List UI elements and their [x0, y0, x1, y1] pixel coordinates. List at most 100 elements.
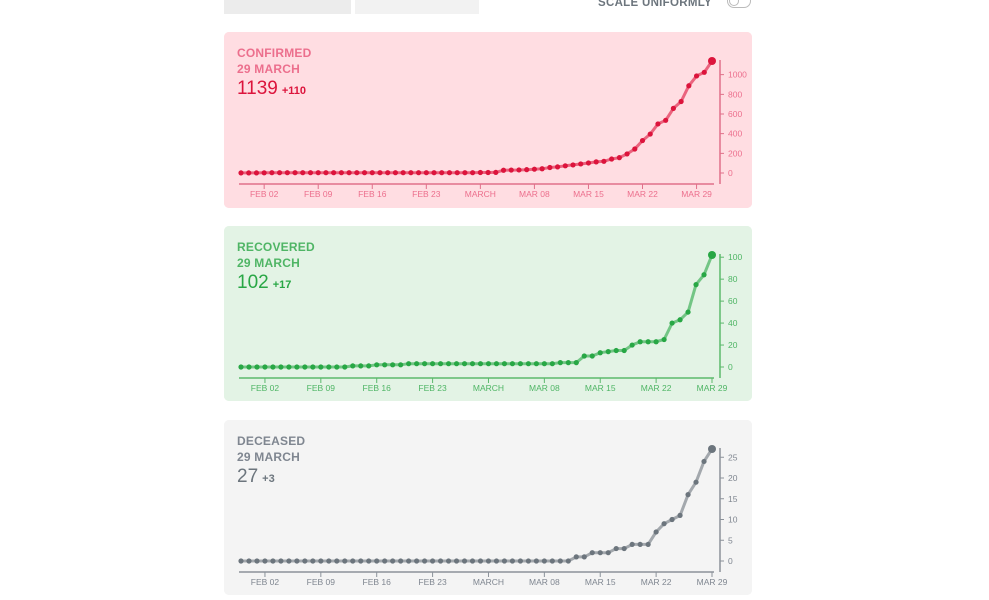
confirmed-data-point[interactable] [454, 170, 460, 176]
recovered-data-point[interactable] [246, 364, 252, 370]
deceased-data-point[interactable] [445, 558, 452, 564]
confirmed-data-point[interactable] [462, 170, 468, 176]
deceased-data-point[interactable] [669, 516, 675, 523]
recovered-data-point[interactable] [597, 350, 603, 356]
deceased-latest-point[interactable] [708, 445, 716, 453]
deceased-data-point[interactable] [517, 558, 524, 564]
recovered-data-point[interactable] [350, 363, 356, 369]
recovered-data-point[interactable] [685, 309, 691, 315]
deceased-data-point[interactable] [294, 558, 300, 564]
deceased-data-point[interactable] [581, 554, 587, 560]
recovered-data-point[interactable] [645, 339, 651, 345]
deceased-data-point[interactable] [429, 558, 436, 564]
recovered-data-point[interactable] [573, 360, 579, 366]
deceased-data-point[interactable] [605, 550, 611, 556]
recovered-data-point[interactable] [254, 364, 260, 370]
deceased-data-point[interactable] [350, 558, 356, 564]
deceased-data-point[interactable] [238, 558, 244, 564]
recovered-data-point[interactable] [557, 360, 563, 366]
recovered-data-point[interactable] [390, 362, 396, 368]
confirmed-data-point[interactable] [686, 83, 692, 89]
recovered-data-point[interactable] [286, 364, 292, 370]
recovered-data-point[interactable] [326, 364, 332, 370]
deceased-data-point[interactable] [493, 558, 500, 564]
confirmed-data-point[interactable] [246, 170, 252, 176]
confirmed-data-point[interactable] [531, 166, 538, 172]
deceased-data-point[interactable] [414, 558, 420, 564]
recovered-data-point[interactable] [469, 361, 476, 367]
confirmed-data-point[interactable] [701, 69, 707, 75]
confirmed-data-point[interactable] [439, 170, 445, 176]
confirmed-data-point[interactable] [632, 146, 638, 152]
confirmed-data-point[interactable] [331, 170, 337, 176]
recovered-data-point[interactable] [318, 364, 324, 370]
deceased-data-point[interactable] [366, 558, 372, 564]
deceased-data-point[interactable] [677, 512, 683, 518]
deceased-data-point[interactable] [358, 558, 364, 564]
deceased-data-point[interactable] [246, 558, 252, 564]
deceased-data-point[interactable] [573, 554, 579, 560]
confirmed-data-point[interactable] [477, 169, 483, 176]
deceased-data-point[interactable] [597, 550, 603, 556]
confirmed-data-point[interactable] [470, 170, 476, 176]
recovered-data-point[interactable] [501, 361, 508, 367]
deceased-data-point[interactable] [541, 558, 547, 564]
confirmed-data-point[interactable] [323, 170, 329, 176]
deceased-data-point[interactable] [270, 558, 276, 564]
recovered-data-point[interactable] [374, 362, 380, 368]
recovered-data-point[interactable] [525, 361, 531, 367]
deceased-data-point[interactable] [685, 492, 691, 498]
confirmed-data-point[interactable] [647, 131, 653, 137]
recovered-data-point[interactable] [270, 364, 276, 370]
confirmed-data-point[interactable] [408, 170, 414, 176]
recovered-data-point[interactable] [294, 364, 300, 370]
deceased-data-point[interactable] [533, 558, 539, 564]
deceased-data-point[interactable] [342, 558, 348, 564]
confirmed-data-point[interactable] [493, 169, 499, 176]
recovered-data-point[interactable] [238, 364, 244, 370]
deceased-data-point[interactable] [374, 558, 380, 564]
deceased-data-point[interactable] [469, 558, 476, 564]
confirmed-data-point[interactable] [570, 162, 576, 168]
recovered-data-point[interactable] [461, 361, 468, 367]
scale-uniformly-toggle[interactable] [727, 0, 751, 8]
deceased-data-point[interactable] [422, 558, 428, 564]
recovered-data-point[interactable] [693, 282, 699, 288]
deceased-data-point[interactable] [390, 558, 396, 564]
deceased-data-point[interactable] [477, 558, 484, 564]
deceased-data-point[interactable] [278, 558, 284, 564]
recovered-data-point[interactable] [637, 339, 643, 345]
deceased-data-point[interactable] [398, 558, 404, 564]
deceased-data-point[interactable] [334, 558, 340, 564]
recovered-data-point[interactable] [342, 364, 348, 370]
recovered-data-point[interactable] [677, 317, 683, 323]
confirmed-data-point[interactable] [400, 170, 406, 176]
confirmed-data-point[interactable] [315, 170, 321, 176]
confirmed-data-point[interactable] [361, 170, 368, 176]
deceased-data-point[interactable] [693, 479, 699, 485]
deceased-data-point[interactable] [701, 458, 707, 465]
recovered-data-point[interactable] [398, 362, 404, 368]
deceased-data-point[interactable] [613, 545, 619, 552]
confirmed-data-point[interactable] [663, 117, 669, 123]
confirmed-data-point[interactable] [516, 167, 522, 173]
confirmed-data-point[interactable] [670, 105, 676, 111]
deceased-data-point[interactable] [589, 550, 595, 556]
recovered-data-point[interactable] [445, 361, 452, 367]
deceased-data-point[interactable] [525, 558, 531, 564]
confirmed-data-point[interactable] [392, 170, 399, 176]
recovered-data-point[interactable] [541, 361, 547, 367]
confirmed-data-point[interactable] [524, 167, 530, 173]
deceased-data-point[interactable] [661, 521, 667, 527]
recovered-data-point[interactable] [701, 272, 707, 278]
confirmed-data-point[interactable] [377, 170, 383, 176]
deceased-data-point[interactable] [645, 541, 651, 548]
confirmed-data-point[interactable] [292, 170, 298, 176]
deceased-data-point[interactable] [557, 558, 563, 564]
confirmed-data-point[interactable] [269, 170, 275, 176]
confirmed-data-point[interactable] [693, 73, 700, 79]
confirmed-data-point[interactable] [500, 167, 507, 173]
confirmed-data-point[interactable] [609, 156, 615, 162]
deceased-data-point[interactable] [406, 558, 412, 564]
recovered-data-point[interactable] [581, 353, 587, 359]
